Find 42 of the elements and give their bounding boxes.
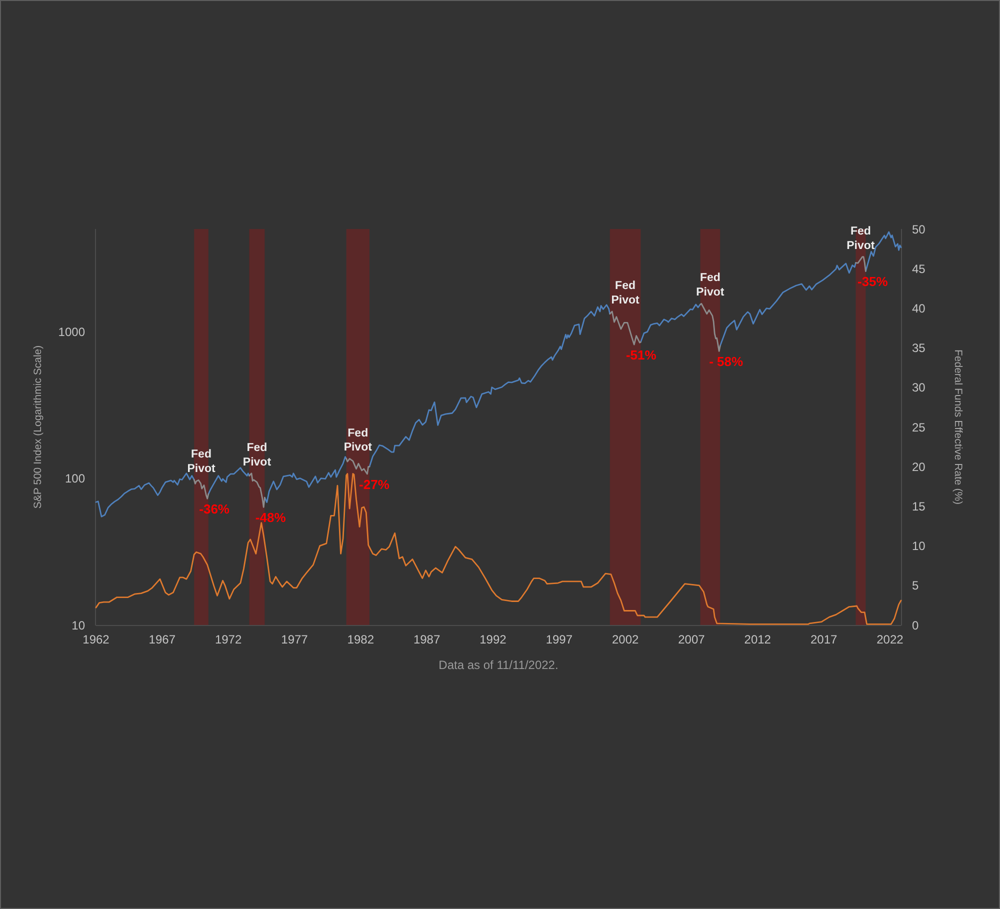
x-tick-label: 2022: [876, 632, 904, 646]
y2-tick-label: 15: [912, 500, 926, 514]
x-tick-label: 1962: [82, 632, 110, 646]
x-tick-label: 2002: [612, 632, 639, 646]
y2-tick-label: 25: [912, 420, 926, 434]
y2-tick-label: 45: [912, 262, 926, 276]
x-tick-label: 2007: [678, 632, 706, 646]
y2-tick-label: 20: [912, 460, 926, 474]
y2-tick-label: 0: [912, 618, 919, 632]
x-tick-label: 1992: [480, 632, 507, 646]
x-tick-label: 2012: [744, 632, 772, 646]
y2-tick-label: 10: [912, 539, 926, 554]
y-tick-label: 10: [72, 618, 86, 632]
band-label: Fed Pivot: [846, 225, 875, 252]
band-label: Fed Pivot: [187, 448, 216, 475]
y2-tick-label: 40: [912, 302, 926, 316]
x-tick-label: 1967: [148, 632, 176, 646]
annotation: -51%: [626, 348, 657, 363]
x-tick-label: 1997: [546, 632, 573, 646]
y-axis-title: S&P 500 Index (Logarithmic Scale): [32, 345, 44, 509]
x-tick-label: 1987: [413, 632, 440, 646]
x-tick-label: 2017: [810, 632, 838, 646]
band-label: Fed Pivot: [344, 427, 372, 454]
annotation: - 58%: [709, 354, 744, 370]
annotation: -35%: [857, 274, 888, 290]
y2-tick-label: 35: [912, 341, 926, 356]
band-label: Fed Pivot: [696, 272, 724, 299]
y2-tick-label: 50: [912, 222, 926, 236]
annotation: -36%: [199, 502, 230, 517]
x-tick-label: 1982: [347, 632, 374, 646]
y2-tick-label: 30: [912, 380, 926, 395]
y2-axis-title: Federal Funds Effective Rate (%): [952, 349, 964, 505]
y-tick-label: 100: [64, 472, 86, 486]
annotation: -27%: [359, 476, 390, 492]
y2-tick-label: 5: [912, 578, 919, 593]
text: Data as of 11/11/2022.: [438, 658, 558, 672]
band-label: Fed Pivot: [611, 280, 640, 306]
annotation: -48%: [255, 510, 286, 526]
band-label: Fed Pivot: [242, 442, 272, 468]
x-tick-label: 1977: [281, 632, 308, 646]
x-tick-label: 1972: [214, 632, 242, 646]
y-tick-label: 1000: [58, 324, 86, 339]
